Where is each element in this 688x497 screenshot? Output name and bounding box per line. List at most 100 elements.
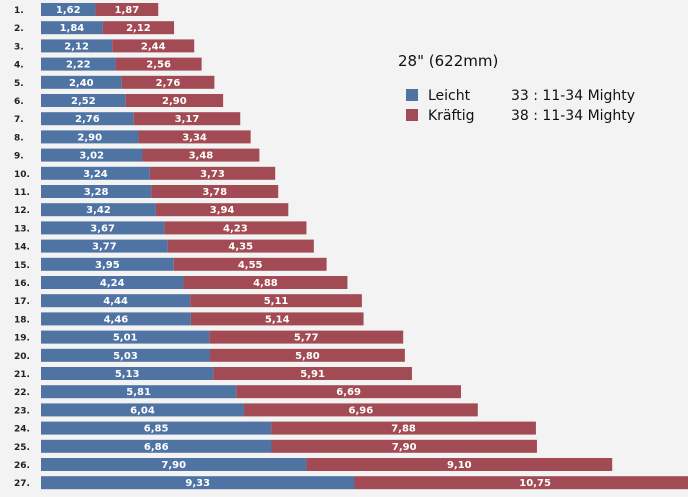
value-label-leicht-2: 1,84 bbox=[60, 23, 85, 34]
bar-kraeftig-3 bbox=[112, 39, 195, 53]
value-label-kraeftig-16: 4,88 bbox=[253, 278, 278, 289]
value-label-leicht-22: 5,81 bbox=[126, 387, 151, 398]
gear-label-19: 19. bbox=[14, 334, 30, 344]
gear-label-16: 16. bbox=[14, 279, 30, 289]
gear-label-27: 27. bbox=[14, 479, 30, 489]
value-label-kraeftig-15: 4,55 bbox=[238, 260, 263, 271]
bar-leicht-21 bbox=[41, 367, 214, 380]
value-label-kraeftig-2: 2,12 bbox=[126, 23, 151, 34]
bar-leicht-24 bbox=[41, 421, 272, 435]
bar-leicht-15 bbox=[41, 257, 174, 271]
value-label-leicht-1: 1,62 bbox=[56, 5, 81, 16]
value-label-kraeftig-23: 6,96 bbox=[349, 405, 374, 416]
gear-label-25: 25. bbox=[14, 443, 30, 453]
gear-label-2: 2. bbox=[14, 24, 24, 34]
gear-label-5: 5. bbox=[14, 79, 24, 89]
bar-leicht-27 bbox=[41, 476, 355, 490]
bar-kraeftig-18 bbox=[190, 312, 364, 326]
legend-desc-kraeftig: 38 : 11-34 Mighty bbox=[511, 108, 635, 124]
value-label-kraeftig-18: 5,14 bbox=[265, 314, 290, 325]
value-label-leicht-9: 3,02 bbox=[79, 151, 104, 162]
value-label-leicht-13: 3,67 bbox=[90, 223, 115, 234]
bar-kraeftig-16 bbox=[183, 276, 348, 289]
value-label-kraeftig-6: 2,90 bbox=[162, 96, 187, 107]
value-label-kraeftig-17: 5,11 bbox=[264, 296, 289, 307]
value-label-leicht-11: 3,28 bbox=[84, 187, 109, 198]
gear-label-7: 7. bbox=[14, 115, 24, 125]
value-label-leicht-23: 6,04 bbox=[130, 405, 155, 416]
gear-label-4: 4. bbox=[14, 61, 24, 71]
bar-leicht-22 bbox=[41, 385, 237, 399]
gear-label-24: 24. bbox=[14, 425, 30, 435]
value-label-leicht-24: 6,85 bbox=[144, 424, 169, 435]
value-label-leicht-26: 7,90 bbox=[161, 460, 186, 471]
bar-kraeftig-1 bbox=[95, 3, 159, 16]
bar-leicht-5 bbox=[41, 75, 122, 89]
bar-kraeftig-21 bbox=[213, 367, 412, 380]
value-label-leicht-3: 2,12 bbox=[64, 41, 89, 52]
bar-leicht-16 bbox=[41, 276, 184, 289]
value-label-kraeftig-27: 10,75 bbox=[519, 478, 551, 489]
bar-leicht-1 bbox=[41, 3, 96, 16]
gear-label-11: 11. bbox=[14, 188, 30, 198]
value-label-kraeftig-14: 4,35 bbox=[228, 242, 253, 253]
bar-kraeftig-8 bbox=[138, 130, 251, 144]
value-label-leicht-20: 5,03 bbox=[113, 351, 138, 362]
legend-swatch-kraeftig bbox=[406, 109, 418, 121]
value-label-kraeftig-7: 3,17 bbox=[175, 114, 200, 125]
value-label-leicht-6: 2,52 bbox=[71, 96, 96, 107]
value-label-kraeftig-10: 3,73 bbox=[200, 169, 225, 180]
value-label-kraeftig-4: 2,56 bbox=[146, 60, 171, 71]
gear-label-1: 1. bbox=[14, 6, 24, 16]
bar-leicht-13 bbox=[41, 221, 165, 235]
gear-label-18: 18. bbox=[14, 315, 30, 325]
gear-label-20: 20. bbox=[14, 352, 30, 362]
gear-label-3: 3. bbox=[14, 42, 24, 52]
value-label-leicht-14: 3,77 bbox=[92, 242, 117, 253]
bar-kraeftig-19 bbox=[209, 330, 404, 344]
value-label-leicht-25: 6,86 bbox=[144, 442, 169, 453]
bar-kraeftig-5 bbox=[121, 75, 215, 89]
value-label-leicht-10: 3,24 bbox=[83, 169, 108, 180]
value-label-leicht-15: 3,95 bbox=[95, 260, 120, 271]
value-label-leicht-19: 5,01 bbox=[113, 333, 138, 344]
legend-desc-leicht: 33 : 11-34 Mighty bbox=[511, 88, 635, 104]
gear-label-8: 8. bbox=[14, 133, 24, 143]
value-label-leicht-7: 2,76 bbox=[75, 114, 100, 125]
value-label-kraeftig-22: 6,69 bbox=[336, 387, 361, 398]
gear-label-14: 14. bbox=[14, 243, 30, 253]
bar-leicht-6 bbox=[41, 94, 126, 107]
bar-kraeftig-14 bbox=[167, 239, 314, 253]
value-label-leicht-27: 9,33 bbox=[185, 478, 210, 489]
bars-layer: 1. 1,62 1,87 2. 1,84 2,12 3. 2,12 2,44 4. 2,22 2,56… bbox=[14, 3, 688, 490]
bar-kraeftig-7 bbox=[133, 112, 241, 126]
legend-swatch-leicht bbox=[406, 89, 418, 101]
value-label-kraeftig-24: 7,88 bbox=[391, 424, 416, 435]
bar-kraeftig-4 bbox=[115, 57, 202, 71]
gear-label-6: 6. bbox=[14, 97, 24, 107]
legend-label-kraeftig: Kräftig bbox=[428, 108, 474, 124]
bar-leicht-9 bbox=[41, 148, 143, 162]
bar-kraeftig-2 bbox=[102, 21, 175, 35]
value-label-leicht-8: 2,90 bbox=[77, 132, 102, 143]
gear-label-17: 17. bbox=[14, 297, 30, 307]
bar-kraeftig-23 bbox=[243, 403, 478, 417]
value-label-leicht-5: 2,40 bbox=[69, 78, 94, 89]
value-label-leicht-18: 4,46 bbox=[104, 314, 129, 325]
chart-title: 28" (622mm) bbox=[398, 52, 498, 70]
bar-leicht-4 bbox=[41, 57, 116, 71]
bar-kraeftig-9 bbox=[142, 148, 260, 162]
legend-label-leicht: Leicht bbox=[428, 88, 471, 104]
gear-label-9: 9. bbox=[14, 152, 24, 162]
bar-kraeftig-22 bbox=[236, 385, 461, 399]
bar-leicht-14 bbox=[41, 239, 168, 253]
bar-leicht-25 bbox=[41, 439, 272, 453]
value-label-kraeftig-25: 7,90 bbox=[392, 442, 417, 453]
bar-leicht-3 bbox=[41, 39, 113, 53]
value-label-kraeftig-13: 4,23 bbox=[223, 223, 248, 234]
gear-label-21: 21. bbox=[14, 370, 30, 380]
value-label-kraeftig-9: 3,48 bbox=[189, 151, 214, 162]
value-label-kraeftig-12: 3,94 bbox=[210, 205, 235, 216]
bar-leicht-17 bbox=[41, 294, 191, 308]
